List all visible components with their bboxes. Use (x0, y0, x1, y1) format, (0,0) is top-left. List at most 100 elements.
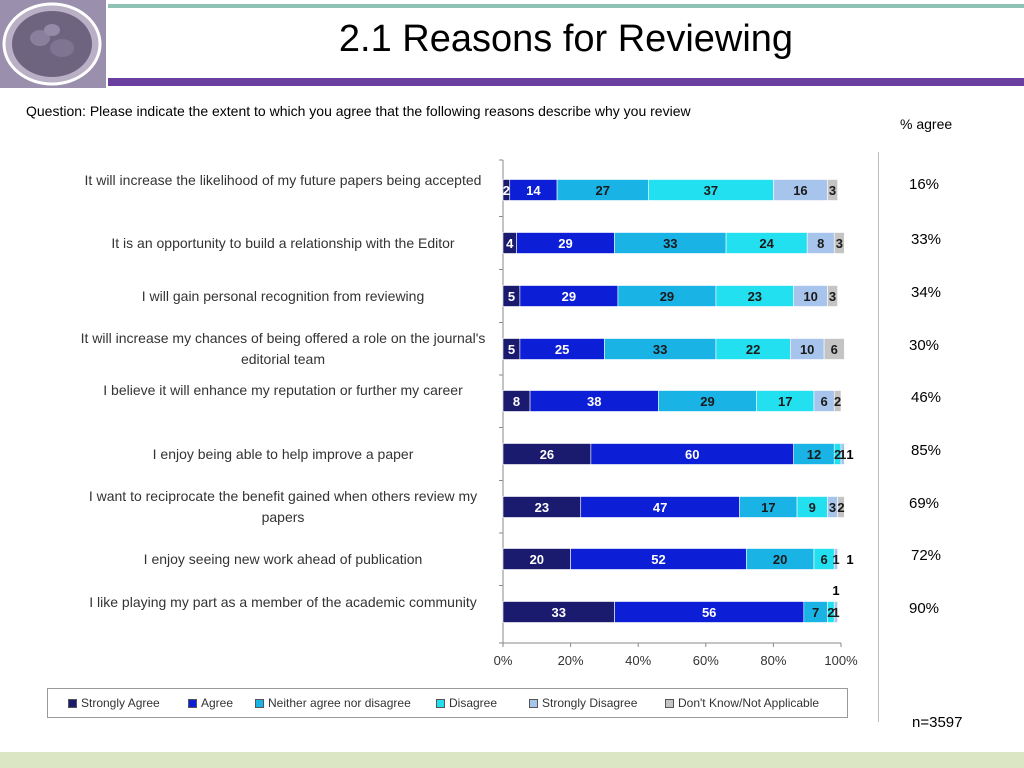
x-tick-label: 100% (824, 653, 858, 668)
bar-value-label: 8 (817, 236, 824, 251)
legend-label: Don't Know/Not Applicable (678, 696, 820, 710)
legend-item: Don't Know/Not Applicable (665, 696, 819, 710)
top-accent-line (108, 4, 1024, 8)
bar-value-label: 27 (595, 183, 609, 198)
bar-segment (833, 390, 842, 412)
category-label: It is an opportunity to build a relation… (111, 235, 455, 251)
bar-value-label: 29 (660, 289, 674, 304)
legend-item: Strongly Disagree (529, 696, 637, 710)
x-tick-label: 20% (558, 653, 584, 668)
legend-swatch (255, 699, 264, 708)
legend-swatch (436, 699, 445, 708)
percent-agree-value: 34% (910, 284, 942, 301)
bar-value-label: 20 (773, 552, 787, 567)
legend-swatch (529, 699, 538, 708)
percent-agree-value: 85% (910, 442, 942, 459)
outside-value-label: 1 (832, 583, 839, 598)
category-label: I enjoy seeing new work ahead of publica… (143, 551, 423, 567)
percent-agree-value: 72% (910, 547, 942, 564)
bar-value-label: 56 (702, 605, 716, 620)
legend-swatch (665, 699, 674, 708)
legend-label: Disagree (449, 696, 498, 710)
bar-value-label: 5 (508, 289, 515, 304)
bar-value-label: 2 (827, 605, 834, 620)
outside-value-label: 1 (846, 447, 853, 462)
bar-value-label: 17 (778, 394, 792, 409)
bar-segment (840, 443, 845, 465)
bar-segment (833, 232, 845, 254)
bar-segment (827, 179, 838, 201)
legend-item: Agree (188, 696, 233, 710)
bar-value-label: 16 (793, 183, 807, 198)
legend-item: Neither agree nor disagree (255, 696, 411, 710)
bar-value-label: 5 (508, 342, 515, 357)
bar-value-label: 3 (829, 500, 836, 515)
legend-label: Strongly Agree (81, 696, 160, 710)
category-label: I believe it will enhance my reputation … (103, 382, 463, 398)
legend-item: Disagree (436, 696, 497, 710)
bar-value-label: 29 (558, 236, 572, 251)
category-label: It will increase the likelihood of my fu… (84, 172, 482, 188)
bar-value-label: 2 (834, 394, 841, 409)
category-label: I enjoy being able to help improve a pap… (152, 446, 414, 462)
category-label: I want to reciprocate the benefit gained… (88, 488, 478, 525)
bar-value-label: 6 (820, 394, 827, 409)
legend-swatch (188, 699, 197, 708)
bar-value-label: 33 (653, 342, 667, 357)
bar-value-label: 26 (540, 447, 554, 462)
sample-size-label: n=3597 (912, 714, 963, 731)
percent-agree-value: 90% (908, 600, 940, 617)
bar-value-label: 23 (535, 500, 549, 515)
bar-value-label: 3 (829, 183, 836, 198)
bar-value-label: 1 (839, 447, 846, 462)
category-label: It will increase my chances of being off… (80, 330, 486, 367)
outside-value-label: 1 (846, 552, 853, 567)
category-label: I like playing my part as a member of th… (89, 594, 477, 610)
bar-value-label: 17 (761, 500, 775, 515)
bar-value-label: 8 (513, 394, 520, 409)
bar-value-label: 2 (837, 500, 844, 515)
bar-value-label: 38 (587, 394, 601, 409)
bar-value-label: 3 (836, 236, 843, 251)
chart-legend: Strongly Agree Agree Neither agree nor dis… (47, 688, 848, 718)
legend-label: Strongly Disagree (542, 696, 638, 710)
bar-value-label: 29 (700, 394, 714, 409)
slide-title: 2.1 Reasons for Reviewing (338, 18, 794, 60)
category-label: I will gain personal recognition from re… (141, 288, 425, 304)
percent-agree-value: 69% (908, 495, 940, 512)
legend-label: Agree (201, 696, 234, 710)
bar-value-label: 3 (829, 289, 836, 304)
bar-value-label: 33 (552, 605, 566, 620)
percent-agree-header: % agree (900, 116, 953, 132)
bar-value-label: 4 (506, 236, 514, 251)
bar-value-label: 23 (748, 289, 762, 304)
bar-value-label: 10 (803, 289, 817, 304)
x-tick-label: 60% (693, 653, 719, 668)
title-underline-bar (108, 78, 1024, 86)
bar-value-label: 14 (526, 183, 541, 198)
bar-value-label: 2 (834, 447, 841, 462)
bar-value-label: 20 (530, 552, 544, 567)
percent-agree-value: 46% (910, 389, 942, 406)
logo-icon (0, 0, 106, 88)
bar-value-label: 22 (746, 342, 760, 357)
bar-value-label: 6 (820, 552, 827, 567)
question-text: Question: Please indicate the extent to … (26, 103, 691, 119)
bar-segment (833, 548, 838, 570)
bar-value-label: 37 (704, 183, 718, 198)
bar-segment (833, 601, 838, 623)
bar-value-label: 33 (663, 236, 677, 251)
bar-segment (823, 338, 845, 360)
x-tick-label: 80% (760, 653, 786, 668)
bottom-accent-bar (0, 752, 1024, 768)
bar-value-label: 52 (651, 552, 665, 567)
bar-value-label: 29 (562, 289, 576, 304)
column-divider (878, 152, 879, 722)
bar-value-label: 10 (800, 342, 814, 357)
percent-agree-value: 30% (908, 337, 940, 354)
legend-swatch (68, 699, 77, 708)
legend-item: Strongly Agree (68, 696, 160, 710)
bar-segment (837, 496, 845, 518)
bar-value-label: 6 (831, 342, 838, 357)
